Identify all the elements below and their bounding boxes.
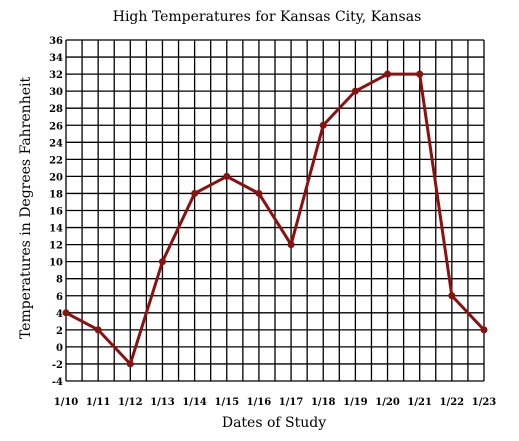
y-tick-label: 22 bbox=[49, 155, 63, 166]
data-point bbox=[416, 70, 424, 78]
chart-title: High Temperatures for Kansas City, Kansa… bbox=[113, 9, 422, 25]
x-tick-label: 1/17 bbox=[279, 397, 304, 408]
data-point bbox=[94, 326, 102, 334]
y-tick-label: 18 bbox=[49, 189, 63, 200]
x-tick-label: 1/16 bbox=[247, 397, 272, 408]
data-point bbox=[158, 258, 166, 266]
data-point bbox=[448, 292, 456, 300]
y-tick-label: 30 bbox=[49, 87, 63, 98]
x-tick-label: 1/15 bbox=[215, 397, 240, 408]
x-tick-label: 1/10 bbox=[54, 397, 79, 408]
data-point bbox=[319, 121, 327, 129]
x-tick-label: 1/13 bbox=[150, 397, 175, 408]
y-tick-label: -4 bbox=[52, 377, 63, 388]
y-tick-label: 6 bbox=[56, 292, 63, 303]
series-layer bbox=[62, 70, 488, 368]
x-tick-label: 1/20 bbox=[375, 397, 400, 408]
data-point bbox=[384, 70, 392, 78]
data-point bbox=[126, 360, 134, 368]
data-point bbox=[287, 241, 295, 249]
y-tick-label: 4 bbox=[56, 309, 63, 320]
x-axis-ticks: 1/10 1/11 1/12 1/13 1/14 1/15 1/16 1/17 1/18 1/19… bbox=[54, 397, 497, 408]
y-tick-label: 14 bbox=[49, 224, 63, 235]
y-tick-label: 16 bbox=[49, 207, 63, 218]
data-point bbox=[223, 172, 231, 180]
y-tick-label: 8 bbox=[56, 275, 63, 286]
x-axis-label: Dates of Study bbox=[222, 415, 326, 431]
y-tick-label: 24 bbox=[49, 138, 63, 149]
y-tick-label: 34 bbox=[49, 53, 63, 64]
x-tick-label: 1/23 bbox=[472, 397, 497, 408]
x-tick-label: 1/22 bbox=[440, 397, 465, 408]
y-tick-label: 36 bbox=[49, 36, 63, 47]
y-tick-label: -2 bbox=[52, 360, 63, 371]
data-point bbox=[480, 326, 488, 334]
data-point bbox=[351, 87, 359, 95]
x-tick-label: 1/18 bbox=[311, 397, 336, 408]
grid bbox=[65, 39, 485, 382]
x-tick-label: 1/19 bbox=[343, 397, 368, 408]
y-tick-label: 2 bbox=[56, 326, 63, 337]
y-tick-label: 0 bbox=[56, 343, 63, 354]
data-point bbox=[255, 189, 263, 197]
y-axis-label: Temperatures in Degrees Fahrenheit bbox=[18, 77, 34, 340]
x-tick-label: 1/14 bbox=[182, 397, 207, 408]
x-tick-label: 1/11 bbox=[86, 397, 111, 408]
x-tick-label: 1/12 bbox=[118, 397, 143, 408]
y-tick-label: 28 bbox=[49, 104, 63, 115]
y-tick-label: 32 bbox=[49, 70, 63, 81]
series-line bbox=[65, 72, 486, 366]
y-tick-label: 10 bbox=[49, 258, 63, 269]
y-tick-label: 20 bbox=[49, 172, 63, 183]
x-tick-label: 1/21 bbox=[407, 397, 432, 408]
data-point bbox=[191, 189, 199, 197]
y-tick-label: 26 bbox=[49, 121, 63, 132]
y-tick-label: 12 bbox=[49, 241, 63, 252]
data-point bbox=[62, 309, 70, 317]
